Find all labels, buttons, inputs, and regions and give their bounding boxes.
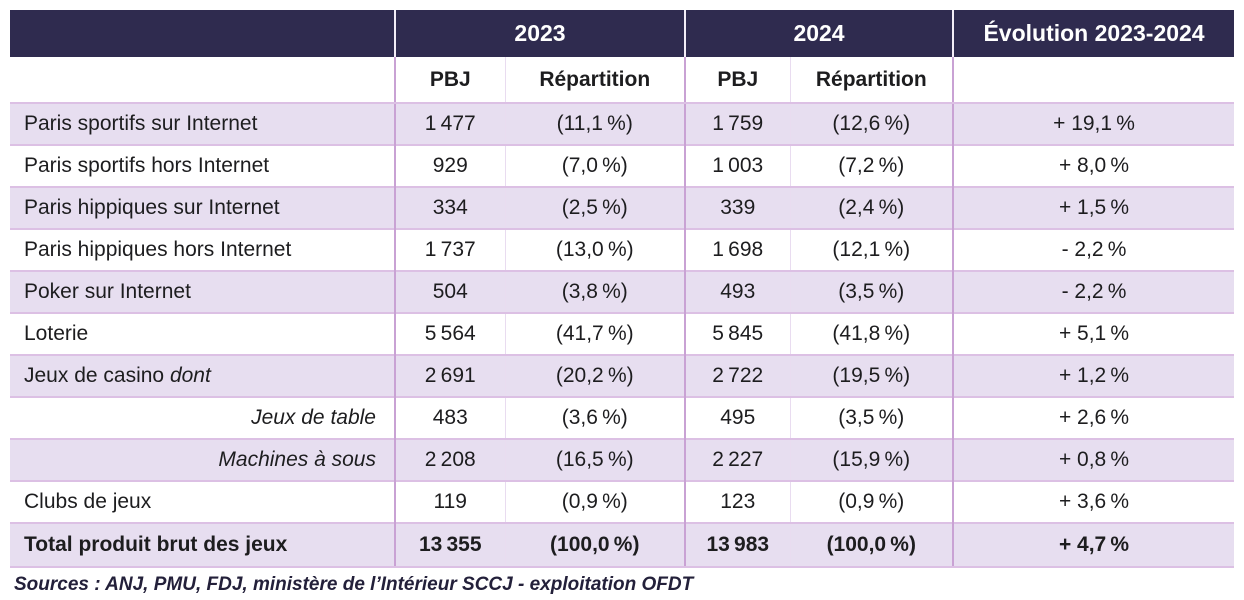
repartition-2023-value: (13,0 %)	[504, 228, 686, 271]
row-label: Paris sportifs sur Internet	[10, 103, 395, 145]
pbj-2023-value: 334	[394, 186, 505, 229]
sources-note: Sources : ANJ, PMU, FDJ, ministère de l’…	[14, 574, 694, 595]
row-label: Machines à sous	[10, 438, 395, 481]
pbj-2023-value: 119	[394, 480, 505, 523]
table-row: Paris sportifs sur Internet 1 477 (11,1 …	[10, 103, 1235, 145]
repartition-2024-value: (12,6 %)	[789, 103, 954, 145]
table-row: Loterie 5 564 (41,7 %) 5 845 (41,8 %) + …	[10, 312, 1235, 355]
repartition-2023-value: (20,2 %)	[504, 354, 686, 397]
subheader-repartition-2023: Répartition	[504, 57, 686, 104]
pbj-2024-value: 1 003	[684, 144, 791, 187]
repartition-2023-value: (100,0 %)	[504, 522, 686, 568]
repartition-2024-value: (2,4 %)	[789, 186, 954, 229]
table-row: Clubs de jeux 119 (0,9 %) 123 (0,9 %) + …	[10, 480, 1235, 523]
pbj-2023-value: 2 208	[394, 438, 505, 481]
evolution-value: + 2,6 %	[952, 396, 1235, 439]
evolution-value: - 2,2 %	[952, 228, 1235, 271]
table-row: Paris hippiques sur Internet 334 (2,5 %)…	[10, 186, 1235, 229]
row-label: Poker sur Internet	[10, 270, 395, 313]
header-empty-cell	[10, 10, 395, 57]
header-evolution: Évolution 2023-2024	[952, 10, 1235, 57]
table-row: Paris hippiques hors Internet 1 737 (13,…	[10, 228, 1235, 271]
repartition-2024-value: (7,2 %)	[789, 144, 954, 187]
repartition-2023-value: (3,8 %)	[504, 270, 686, 313]
repartition-2024-value: (19,5 %)	[789, 354, 954, 397]
subheader-pbj-2023: PBJ	[394, 57, 505, 104]
pbj-2023-value: 2 691	[394, 354, 505, 397]
repartition-2024-value: (41,8 %)	[789, 312, 954, 355]
row-label: Paris hippiques sur Internet	[10, 186, 395, 229]
evolution-value: + 0,8 %	[952, 438, 1235, 481]
pbj-2024-value: 493	[684, 270, 791, 313]
pbj-2023-value: 1 477	[394, 103, 505, 145]
row-label: Jeux de table	[10, 396, 395, 439]
subheader-repartition-2024: Répartition	[789, 57, 954, 104]
subheader-empty-cell	[10, 57, 395, 104]
pbj-2023-value: 504	[394, 270, 505, 313]
evolution-value: + 3,6 %	[952, 480, 1235, 523]
pbj-2024-value: 1 759	[684, 103, 791, 145]
evolution-value: + 19,1 %	[952, 103, 1235, 145]
row-label: Paris sportifs hors Internet	[10, 144, 395, 187]
pbj-2024-value: 1 698	[684, 228, 791, 271]
evolution-value: + 1,5 %	[952, 186, 1235, 229]
repartition-2024-value: (0,9 %)	[789, 480, 954, 523]
row-label-note: dont	[169, 364, 211, 387]
row-label: Total produit brut des jeux	[10, 522, 395, 568]
evolution-value: - 2,2 %	[952, 270, 1235, 313]
repartition-2023-value: (3,6 %)	[504, 396, 686, 439]
row-label-text: Jeux de casino	[24, 364, 165, 387]
pbj-2023-value: 5 564	[394, 312, 505, 355]
table-total-row: Total produit brut des jeux 13 355 (100,…	[10, 522, 1235, 568]
pbj-2023-value: 483	[394, 396, 505, 439]
table-header-row: 2023 2024 Évolution 2023-2024	[10, 10, 1235, 57]
pbj-2023-value: 13 355	[394, 522, 505, 568]
repartition-2023-value: (0,9 %)	[504, 480, 686, 523]
table-row: Machines à sous 2 208 (16,5 %) 2 227 (15…	[10, 438, 1235, 481]
repartition-2023-value: (7,0 %)	[504, 144, 686, 187]
repartition-2023-value: (2,5 %)	[504, 186, 686, 229]
pbj-2024-value: 13 983	[684, 522, 791, 568]
table-row: Poker sur Internet 504 (3,8 %) 493 (3,5 …	[10, 270, 1235, 313]
repartition-2024-value: (12,1 %)	[789, 228, 954, 271]
repartition-2023-value: (16,5 %)	[504, 438, 686, 481]
header-2023: 2023	[393, 10, 686, 57]
row-label: Jeux de casino dont	[10, 354, 395, 397]
table-row: Jeux de casino dont 2 691 (20,2 %) 2 722…	[10, 354, 1235, 397]
evolution-value: + 8,0 %	[952, 144, 1235, 187]
table-row: Jeux de table 483 (3,6 %) 495 (3,5 %) + …	[10, 396, 1235, 439]
row-label: Loterie	[10, 312, 395, 355]
evolution-value: + 1,2 %	[952, 354, 1235, 397]
pbj-2024-value: 2 227	[684, 438, 791, 481]
row-label: Clubs de jeux	[10, 480, 395, 523]
pbj-2024-value: 339	[684, 186, 791, 229]
subheader-pbj-2024: PBJ	[684, 57, 791, 104]
repartition-2023-value: (41,7 %)	[504, 312, 686, 355]
table-subheader-row: PBJ Répartition PBJ Répartition	[10, 57, 1235, 104]
repartition-2023-value: (11,1 %)	[504, 103, 686, 145]
repartition-2024-value: (15,9 %)	[789, 438, 954, 481]
pbj-2023-value: 929	[394, 144, 505, 187]
subheader-evolution-empty	[952, 57, 1235, 104]
pbj-2024-value: 2 722	[684, 354, 791, 397]
pbj-2023-value: 1 737	[394, 228, 505, 271]
evolution-value: + 4,7 %	[952, 522, 1235, 568]
table-row: Paris sportifs hors Internet 929 (7,0 %)…	[10, 144, 1235, 187]
evolution-value: + 5,1 %	[952, 312, 1235, 355]
pbj-table: 2023 2024 Évolution 2023-2024 PBJ Répart…	[10, 10, 1235, 568]
repartition-2024-value: (100,0 %)	[789, 522, 954, 568]
header-2024: 2024	[684, 10, 954, 57]
row-label: Paris hippiques hors Internet	[10, 228, 395, 271]
pbj-2024-value: 495	[684, 396, 791, 439]
repartition-2024-value: (3,5 %)	[789, 396, 954, 439]
pbj-2024-value: 123	[684, 480, 791, 523]
pbj-2024-value: 5 845	[684, 312, 791, 355]
repartition-2024-value: (3,5 %)	[789, 270, 954, 313]
